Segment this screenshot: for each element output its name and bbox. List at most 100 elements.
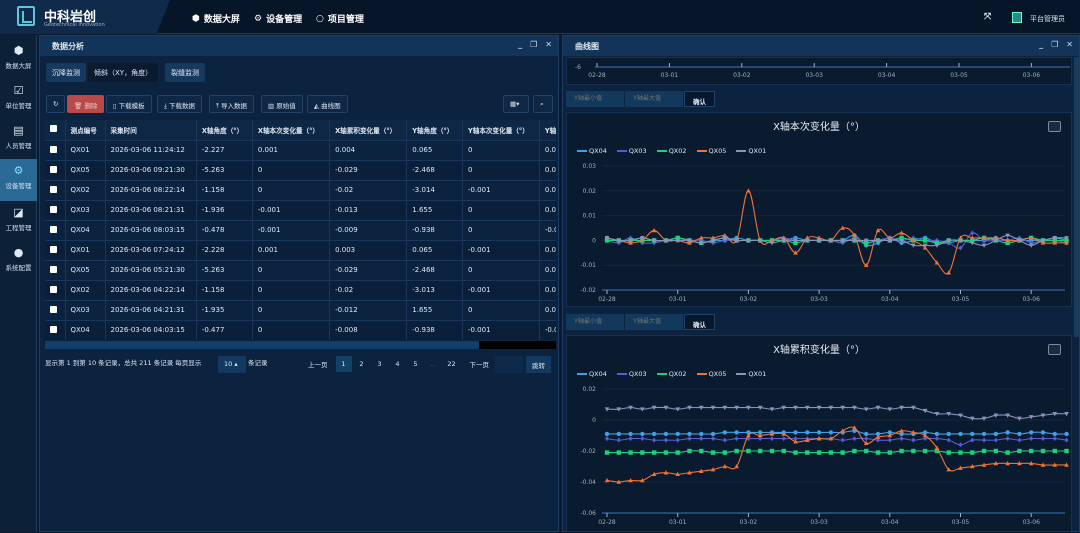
row-checkbox[interactable] <box>45 159 66 180</box>
col-header[interactable]: X轴累积变化量（°） <box>329 120 408 140</box>
page-button[interactable]: 5 <box>413 360 418 368</box>
tab-tilt[interactable]: 倾斜（XY，角度） <box>88 63 159 82</box>
import-data-button[interactable]: ⤒ 导入数据 <box>209 95 254 113</box>
y-min-input[interactable] <box>566 314 624 330</box>
table-row[interactable]: QX01 2026-03-06 11:24:12 -2.227 0.001 0.004 0… <box>45 139 556 160</box>
next-page-button[interactable]: 下一页 <box>469 361 490 369</box>
legend-item[interactable]: QX01 <box>736 370 766 378</box>
curve-button[interactable]: ◭ 曲线图 <box>307 95 348 113</box>
table-row[interactable]: QX04 2026-03-06 08:03:15 -0.478 -0.001 -0.00… <box>45 219 556 240</box>
legend-item[interactable]: QX03 <box>616 147 647 155</box>
y-max-input[interactable] <box>625 314 683 330</box>
columns-dropdown-button[interactable]: ▦▾ <box>503 95 529 113</box>
horizontal-scrollbar[interactable] <box>45 341 556 349</box>
page-button[interactable]: 4 <box>395 360 400 368</box>
legend-label: QX01 <box>748 370 767 378</box>
scrollbar-thumb[interactable] <box>45 341 479 349</box>
data-point <box>722 430 728 435</box>
gear-icon: ⚙ <box>254 13 263 24</box>
avatar[interactable] <box>1012 12 1022 23</box>
table-row[interactable]: QX05 2026-03-06 09:21:30 -5.263 0 -0.029 -2.4… <box>45 159 556 180</box>
data-point <box>781 436 786 442</box>
legend-item[interactable]: QX04 <box>577 370 607 378</box>
delete-button[interactable]: 🗑 删除 <box>67 95 105 113</box>
legend-item[interactable]: QX03 <box>616 370 647 378</box>
legend-item[interactable]: QX04 <box>577 147 607 155</box>
download-template-button[interactable]: ▯ 下载模板 <box>106 95 152 113</box>
row-checkbox[interactable] <box>45 179 66 200</box>
page-button[interactable]: 2 <box>359 360 364 368</box>
col-header[interactable]: X轴角度（°） <box>196 120 253 140</box>
table-cell: -0.001 <box>462 179 540 200</box>
table-row[interactable]: QX04 2026-03-06 04:03:15 -0.477 0 -0.008 -0.9… <box>45 319 556 340</box>
data-point <box>876 437 881 443</box>
legend-item[interactable]: QX01 <box>736 147 766 155</box>
row-checkbox[interactable] <box>45 239 66 260</box>
restore-icon[interactable]: ❐ <box>530 40 538 49</box>
table-row[interactable]: QX03 2026-03-06 04:21:31 -1.935 0 -0.012 1.65… <box>45 299 556 320</box>
table-row[interactable]: QX02 2026-03-06 08:22:14 -1.158 0 -0.02 -3.01… <box>45 179 556 200</box>
page-button[interactable]: 22 <box>447 360 456 368</box>
col-header[interactable]: Y轴累积变 <box>539 120 556 140</box>
jump-button[interactable]: 跳转 <box>526 356 551 373</box>
vertical-scrollbar[interactable] <box>1074 57 1079 337</box>
prev-page-button[interactable]: 上一页 <box>308 361 328 369</box>
confirm-button[interactable]: 确认 <box>684 314 715 330</box>
close-icon[interactable]: ✕ <box>1066 40 1073 49</box>
sidebar-item-staff[interactable]: ▤ 人员管理 <box>0 119 37 159</box>
download-data-button[interactable]: ⤓ 下载数据 <box>157 95 202 113</box>
sidebar-item-engineering[interactable]: ◪ 工程管理 <box>0 201 37 241</box>
table-cell: 0 <box>462 259 540 280</box>
row-checkbox[interactable] <box>45 319 66 340</box>
user-name[interactable]: 平台管理员 <box>1030 15 1065 23</box>
row-checkbox[interactable] <box>45 139 66 160</box>
row-checkbox[interactable] <box>45 279 66 300</box>
row-checkbox[interactable] <box>45 299 66 320</box>
legend-item[interactable]: QX02 <box>656 147 687 155</box>
tab-crack[interactable]: 裂缝监测 <box>165 63 205 82</box>
sidebar-item-device[interactable]: ⚙ 设备管理 <box>0 159 37 201</box>
row-checkbox[interactable] <box>45 199 66 220</box>
page-button[interactable]: 1 <box>335 356 352 372</box>
table-row[interactable]: QX05 2026-03-06 05:21:30 -5.263 0 -0.029 -2.4… <box>45 259 556 280</box>
raw-values-button[interactable]: ▥ 原始值 <box>261 95 303 113</box>
legend-item[interactable]: QX05 <box>696 370 726 378</box>
nav-project-management[interactable]: ○ 项目管理 <box>316 12 364 26</box>
data-point <box>934 431 940 437</box>
refresh-button[interactable]: ↻ <box>46 95 66 113</box>
confirm-button[interactable]: 确认 <box>684 91 715 107</box>
col-header[interactable]: X轴本次变化量（°） <box>252 120 331 140</box>
table-row[interactable]: QX01 2026-03-06 07:24:12 -2.228 0.001 0.003 0… <box>45 239 556 260</box>
y-min-input[interactable] <box>566 91 624 107</box>
col-header[interactable]: 采集时间 <box>105 120 197 140</box>
sidebar-item-data-screen[interactable]: ⬢ 数据大屏 <box>0 39 37 79</box>
page-button[interactable]: 3 <box>377 360 382 368</box>
tab-settlement[interactable]: 沉降监测 <box>46 63 86 82</box>
minimize-icon[interactable]: _ <box>1039 40 1044 49</box>
sidebar-item-unit[interactable]: ☑ 单位管理 <box>0 79 37 119</box>
legend-item[interactable]: QX02 <box>656 370 687 378</box>
y-max-input[interactable] <box>625 91 683 107</box>
table-row[interactable]: QX02 2026-03-06 04:22:14 -1.158 0 -0.02 -3.01… <box>45 279 556 300</box>
legend-item[interactable]: QX05 <box>696 147 726 155</box>
chart-menu-icon[interactable] <box>1048 344 1061 355</box>
row-checkbox[interactable] <box>45 219 66 240</box>
data-point <box>1017 431 1022 437</box>
select-all-checkbox[interactable] <box>45 120 66 140</box>
chart-menu-icon[interactable] <box>1048 121 1061 132</box>
nav-device-management[interactable]: ⚙ 设备管理 <box>254 12 302 26</box>
search-button[interactable]: ⌕ <box>533 95 553 113</box>
col-header[interactable]: Y轴角度（°） <box>406 120 463 140</box>
nav-data-screen[interactable]: ⬢ 数据大屏 <box>192 12 240 26</box>
page-size-select[interactable]: 10 ▴ <box>218 356 246 373</box>
fullscreen-icon[interactable]: ⤧ <box>984 12 992 22</box>
row-checkbox[interactable] <box>45 259 66 280</box>
col-header[interactable]: Y轴本次变化量（°） <box>462 120 540 140</box>
sidebar-item-system[interactable]: ● 系统配置 <box>0 241 37 281</box>
table-row[interactable]: QX03 2026-03-06 08:21:31 -1.936 -0.001 -0.01… <box>45 199 556 220</box>
close-icon[interactable]: ✕ <box>545 40 552 49</box>
restore-icon[interactable]: ❐ <box>1051 40 1059 49</box>
col-header[interactable]: 测点编号 <box>65 120 106 140</box>
minimize-icon[interactable]: _ <box>518 40 523 49</box>
jump-page-input[interactable] <box>495 356 523 373</box>
